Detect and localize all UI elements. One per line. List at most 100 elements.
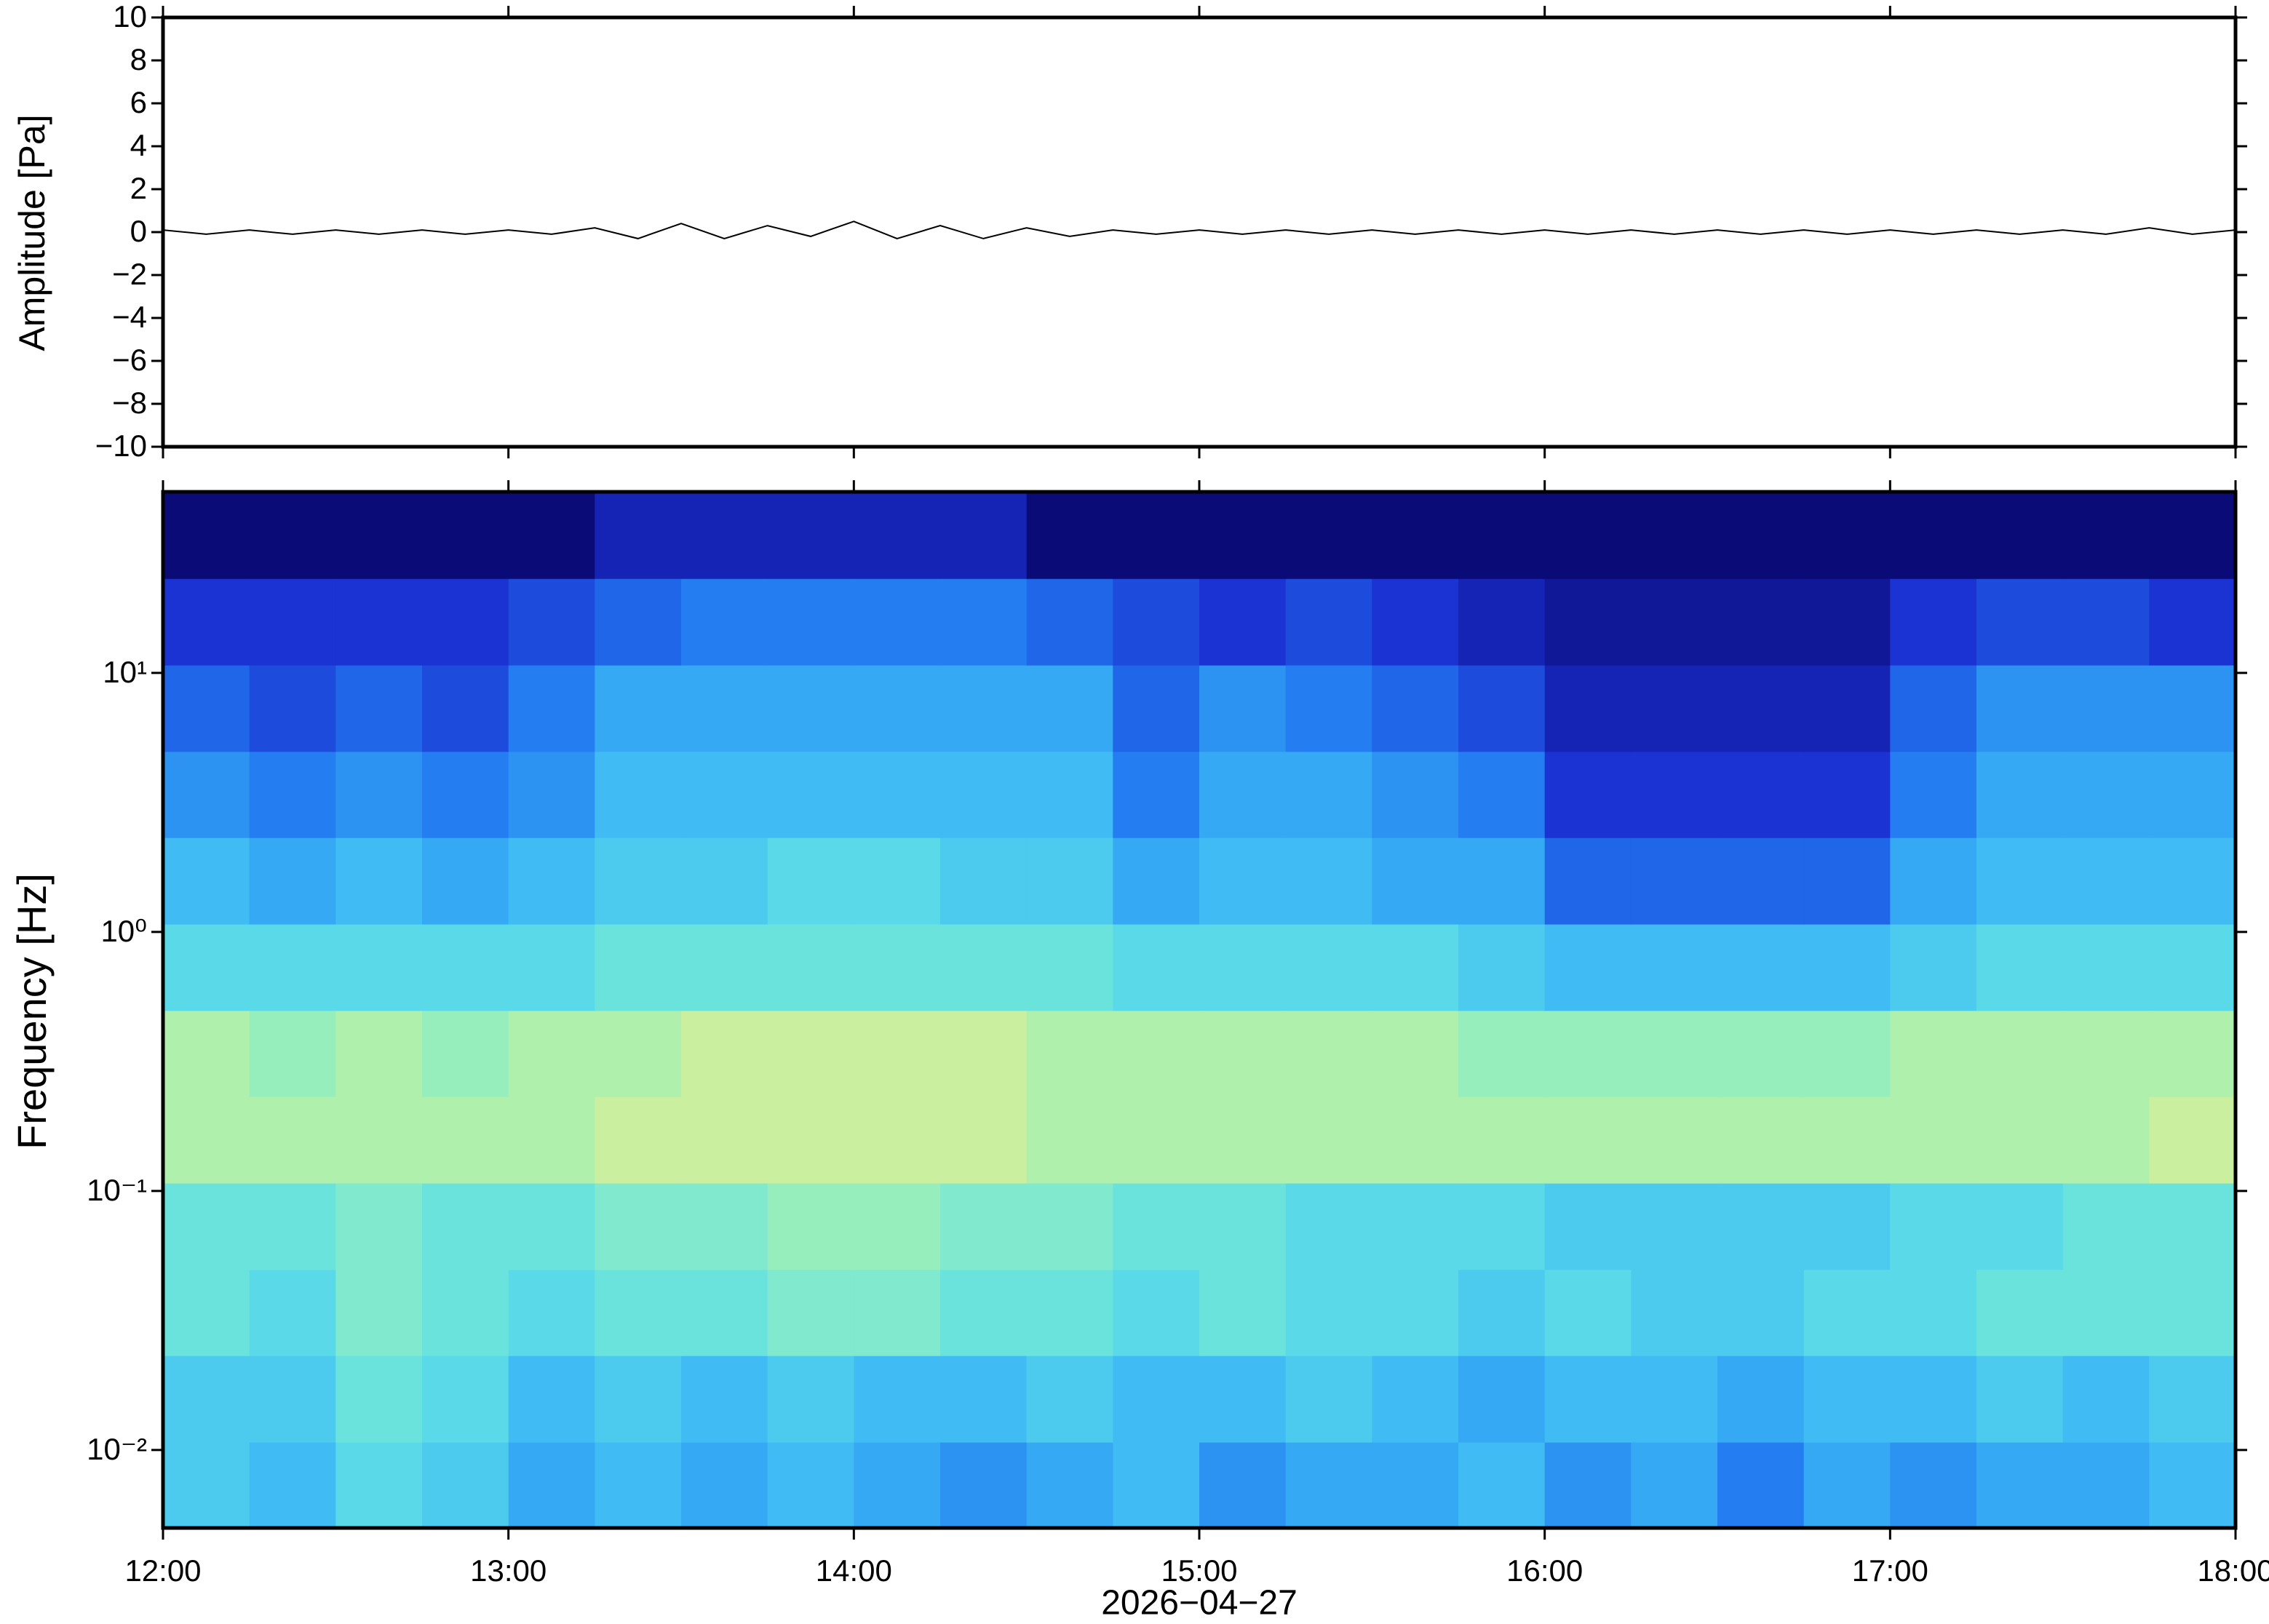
- heat-cell: [422, 578, 509, 666]
- heat-cell: [1803, 1010, 1891, 1097]
- heat-cell: [249, 1355, 337, 1443]
- heat-cell: [2062, 923, 2150, 1011]
- heat-cell: [249, 751, 337, 838]
- heat-cell: [508, 837, 596, 925]
- heat-cell: [1803, 1096, 1891, 1184]
- heat-cell: [1026, 1182, 1114, 1270]
- heat-cell: [767, 1355, 855, 1443]
- heat-cell: [854, 1182, 941, 1270]
- heat-cell: [1803, 578, 1891, 666]
- heat-cell: [1544, 837, 1632, 925]
- heat-cell: [2062, 1441, 2150, 1529]
- y-tick-label: 2: [130, 171, 147, 205]
- heat-cell: [2149, 1010, 2236, 1097]
- heat-cell: [1717, 1010, 1805, 1097]
- heat-cell: [249, 837, 337, 925]
- heat-cell: [335, 751, 423, 838]
- heat-cell: [1890, 1355, 1977, 1443]
- heat-cell: [1631, 664, 1718, 752]
- heat-cell: [1890, 578, 1977, 666]
- heat-cell: [595, 837, 682, 925]
- heat-cell: [1631, 1182, 1718, 1270]
- heat-cell: [2149, 492, 2236, 579]
- heat-cell: [1458, 1441, 1546, 1529]
- x-tick-label: 16:00: [1506, 1553, 1583, 1588]
- heat-cell: [1458, 492, 1546, 579]
- heat-cell: [1890, 492, 1977, 579]
- heat-cell: [1890, 1269, 1977, 1356]
- heat-cell: [1372, 1010, 1459, 1097]
- heat-cell: [595, 1441, 682, 1529]
- heat-cell: [422, 1441, 509, 1529]
- heat-cell: [1026, 1010, 1114, 1097]
- heat-cell: [1890, 837, 1977, 925]
- heat-cell: [508, 923, 596, 1011]
- heat-cell: [1026, 664, 1114, 752]
- heat-cell: [1631, 1441, 1718, 1529]
- heat-cell: [1803, 1355, 1891, 1443]
- heat-cell: [940, 1182, 1028, 1270]
- heat-cell: [1285, 1182, 1373, 1270]
- heat-cell: [767, 578, 855, 666]
- heat-cell: [854, 1269, 941, 1356]
- heat-cell: [163, 1010, 250, 1097]
- heat-cell: [595, 578, 682, 666]
- heat-cell: [1544, 751, 1632, 838]
- heat-cell: [1890, 1441, 1977, 1529]
- heat-cell: [1285, 751, 1373, 838]
- heat-cell: [335, 492, 423, 579]
- y-axis-label: Frequency [Hz]: [9, 873, 55, 1150]
- heat-cell: [595, 1182, 682, 1270]
- y-tick-label: 6: [130, 85, 147, 119]
- heat-cell: [2062, 1096, 2150, 1184]
- y-axis-label: Amplitude [Pa]: [12, 114, 52, 351]
- heat-cell: [595, 751, 682, 838]
- heat-cell: [1199, 1269, 1287, 1356]
- heat-cell: [1458, 923, 1546, 1011]
- heat-cell: [681, 1010, 768, 1097]
- y-tick-label: 8: [130, 42, 147, 76]
- heat-cell: [1803, 664, 1891, 752]
- heat-cell: [163, 492, 250, 579]
- heat-cell: [595, 1096, 682, 1184]
- x-tick-label: 13:00: [470, 1553, 547, 1588]
- heat-cell: [1544, 1269, 1632, 1356]
- heat-cell: [1717, 1182, 1805, 1270]
- heat-cell: [249, 1269, 337, 1356]
- heat-cell: [508, 664, 596, 752]
- heat-cell: [422, 751, 509, 838]
- heat-cell: [163, 923, 250, 1011]
- heat-cell: [422, 664, 509, 752]
- heat-cell: [1372, 1182, 1459, 1270]
- heat-cell: [1113, 1182, 1200, 1270]
- heat-cell: [681, 1269, 768, 1356]
- heat-cell: [1976, 664, 2064, 752]
- heat-cell: [508, 492, 596, 579]
- heat-cell: [940, 1441, 1028, 1529]
- heat-cell: [2062, 751, 2150, 838]
- heat-cell: [422, 837, 509, 925]
- heat-cell: [1631, 923, 1718, 1011]
- heat-cell: [767, 664, 855, 752]
- heat-cell: [767, 751, 855, 838]
- heat-cell: [1199, 1010, 1287, 1097]
- heat-cell: [1113, 1269, 1200, 1356]
- heat-cell: [595, 1269, 682, 1356]
- heat-cell: [1372, 664, 1459, 752]
- heat-cell: [1026, 923, 1114, 1011]
- heat-cell: [249, 1010, 337, 1097]
- heat-cell: [1285, 837, 1373, 925]
- heat-cell: [1803, 837, 1891, 925]
- y-tick-label: 4: [130, 128, 147, 162]
- heat-cell: [1285, 1010, 1373, 1097]
- heat-cell: [854, 1096, 941, 1184]
- heat-cell: [2149, 837, 2236, 925]
- heat-cell: [335, 1182, 423, 1270]
- heat-cell: [767, 492, 855, 579]
- heat-cell: [595, 1010, 682, 1097]
- heat-cell: [1803, 1269, 1891, 1356]
- heat-cell: [854, 1010, 941, 1097]
- heat-cell: [2149, 664, 2236, 752]
- heat-cell: [1285, 923, 1373, 1011]
- heat-cell: [595, 923, 682, 1011]
